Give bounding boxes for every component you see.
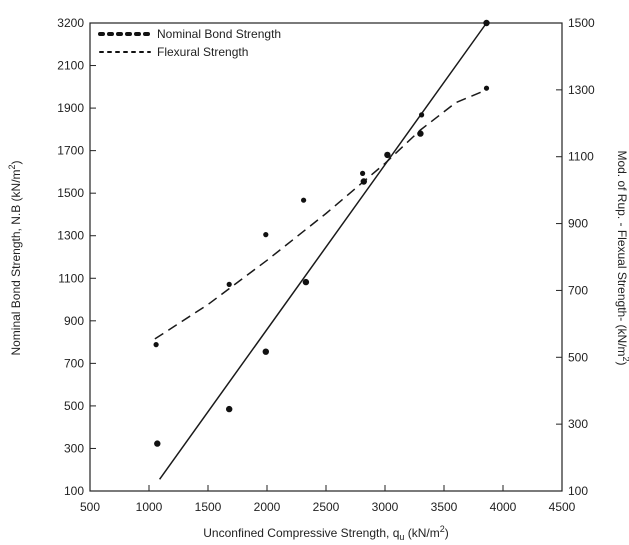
y-left-tick-label: 100 xyxy=(64,484,84,498)
x-tick-label: 2500 xyxy=(313,500,340,514)
x-tick-label: 4000 xyxy=(490,500,517,514)
y-axis-right-ticks: 100 300 500 700 900 1100 1300 1500 xyxy=(556,16,595,498)
flexural-point xyxy=(301,197,307,203)
x-tick-label: 3000 xyxy=(372,500,399,514)
x-tick-label: 1000 xyxy=(136,500,163,514)
y-left-tick-label: 300 xyxy=(64,441,84,455)
nominal-bond-point xyxy=(262,348,269,355)
legend: Nominal Bond Strength Flexural Strength xyxy=(98,27,281,59)
nominal-bond-point xyxy=(360,178,367,185)
legend-label-nominal-bond: Nominal Bond Strength xyxy=(157,27,281,41)
y-right-tick-label: 1500 xyxy=(568,16,595,30)
nominal-bond-point xyxy=(226,405,233,413)
legend-label-flexural: Flexural Strength xyxy=(157,45,248,59)
y-left-tick-label: 1700 xyxy=(57,144,84,158)
y-left-tick-label: 1900 xyxy=(57,101,84,115)
y-left-tick-label: 900 xyxy=(64,314,84,328)
x-tick-label: 2000 xyxy=(254,500,281,514)
x-axis-title: Unconfined Compressive Strength, qu (kN/… xyxy=(203,524,448,542)
y-left-tick-label: 3200 xyxy=(57,16,84,30)
y-right-tick-label: 300 xyxy=(568,417,588,431)
nominal-bond-point xyxy=(417,130,424,137)
y-left-tick-label: 500 xyxy=(64,399,84,413)
x-tick-label: 1500 xyxy=(195,500,222,514)
y-axis-left-ticks: 100 300 500 700 900 1100 1300 1500 1700 1900 2100 3… xyxy=(57,16,96,498)
y-left-tick-label: 2100 xyxy=(57,59,84,73)
y-right-tick-label: 500 xyxy=(568,350,588,364)
nominal-bond-point xyxy=(384,151,391,159)
data-points xyxy=(153,19,490,447)
y-right-tick-label: 1100 xyxy=(568,150,594,164)
nominal-bond-trendline xyxy=(158,22,488,480)
y-right-tick-label: 900 xyxy=(568,217,588,231)
flexural-point xyxy=(226,281,232,287)
y-axis-left-title: Nominal Bond Strength, N.B (kN/m2) xyxy=(7,160,23,355)
y-right-tick-label: 100 xyxy=(568,484,588,498)
nominal-bond-point xyxy=(483,19,490,27)
y-left-tick-label: 1300 xyxy=(57,229,84,243)
nominal-bond-point xyxy=(154,440,161,447)
flexural-trendline xyxy=(154,89,487,340)
x-tick-label: 4500 xyxy=(549,500,576,514)
flexural-point xyxy=(483,85,490,91)
flexural-point xyxy=(419,112,425,118)
flexural-point xyxy=(263,232,269,238)
x-axis-ticks: 500 1000 1500 2000 2500 3000 3500 4000 4500 xyxy=(80,485,576,514)
trendlines xyxy=(154,22,488,480)
y-left-tick-label: 1500 xyxy=(57,186,84,200)
x-tick-label: 500 xyxy=(80,500,100,514)
x-tick-label: 3500 xyxy=(431,500,458,514)
flexural-point xyxy=(153,342,159,348)
y-right-tick-label: 1300 xyxy=(568,83,595,97)
flexural-point xyxy=(360,170,366,176)
y-axis-right-title: Mod. of Rup. - Flexual Strength- (kN/m2) xyxy=(615,150,629,365)
y-left-tick-label: 1100 xyxy=(58,271,84,285)
plot-area xyxy=(89,22,563,492)
y-left-tick-label: 700 xyxy=(64,356,84,370)
y-right-tick-label: 700 xyxy=(568,283,588,297)
nominal-bond-point xyxy=(302,278,310,286)
